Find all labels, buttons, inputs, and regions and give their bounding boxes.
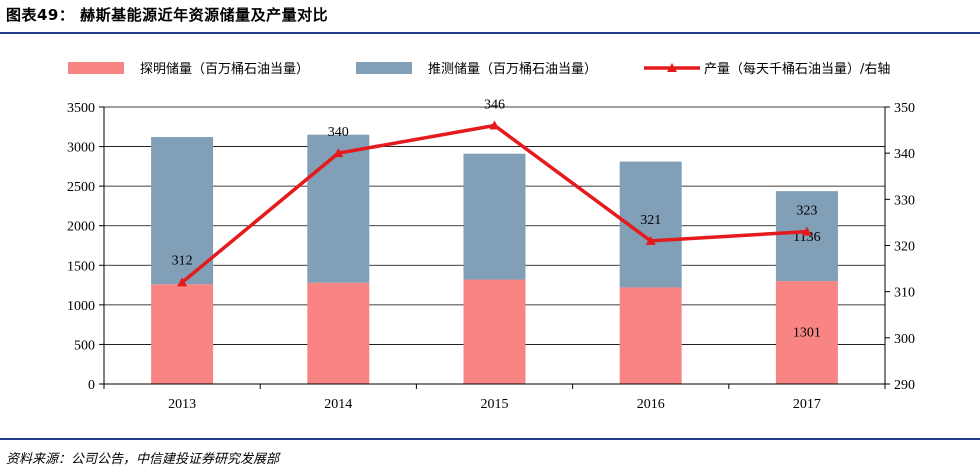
bar-data-label: 1301 [793, 326, 821, 341]
left-axis-tick-label: 2500 [67, 180, 95, 195]
right-axis-tick-label: 350 [894, 101, 915, 116]
production-marker [333, 148, 344, 158]
line-data-label: 312 [172, 253, 193, 268]
right-axis-tick-label: 320 [894, 240, 915, 255]
x-axis-tick-label: 2015 [481, 397, 509, 412]
production-marker [177, 277, 188, 287]
bar-data-label: 1136 [793, 230, 820, 245]
footer-divider [0, 438, 980, 440]
legend-label-production: 产量（每天千桶石油当量）/右轴 [704, 61, 890, 77]
x-axis-tick-label: 2016 [637, 397, 665, 412]
left-axis-tick-label: 2000 [67, 220, 95, 235]
right-axis-tick-label: 340 [894, 147, 915, 162]
bar-proven-reserves [151, 284, 214, 384]
production-marker [801, 226, 812, 236]
left-axis-tick-label: 3500 [67, 101, 95, 116]
production-marker [489, 120, 500, 130]
right-axis-tick-label: 310 [894, 286, 915, 301]
source-note: 资料来源：公司公告，中信建投证券研究发展部 [6, 452, 280, 467]
bar-estimated-reserves [463, 153, 526, 280]
bar-estimated-reserves [307, 134, 370, 283]
left-axis-tick-label: 500 [74, 338, 95, 353]
right-axis-tick-label: 300 [894, 332, 915, 347]
legend-swatch-estimated [356, 62, 412, 74]
legend-label-proven: 探明储量（百万桶石油当量） [140, 62, 309, 77]
bar-proven-reserves [775, 281, 838, 384]
bar-proven-reserves [307, 282, 370, 384]
bar-proven-reserves [463, 279, 526, 384]
legend-marker-production [667, 63, 677, 72]
x-axis-tick-label: 2013 [168, 397, 196, 412]
left-axis-tick-label: 0 [88, 378, 95, 393]
chart-title: 图表49： 赫斯基能源近年资源储量及产量对比 [6, 6, 329, 24]
left-axis-tick-label: 1000 [67, 299, 95, 314]
bar-proven-reserves [619, 287, 682, 384]
bar-estimated-reserves [151, 137, 214, 285]
line-data-label: 321 [640, 213, 661, 228]
x-axis-tick-label: 2014 [324, 397, 352, 412]
x-axis-tick-label: 2017 [793, 397, 821, 412]
title-divider [0, 32, 980, 34]
legend-label-estimated: 推测储量（百万桶石油当量） [428, 62, 597, 77]
left-axis-tick-label: 3000 [67, 141, 95, 156]
line-data-label: 346 [484, 97, 505, 112]
line-data-label: 340 [328, 125, 349, 140]
production-marker [645, 235, 656, 245]
bar-estimated-reserves [775, 191, 838, 282]
left-axis-tick-label: 1500 [67, 259, 95, 274]
line-data-label: 323 [796, 204, 817, 219]
right-axis-tick-label: 290 [894, 378, 915, 393]
chart-canvas: 0 500 1000 1500 2000 2500 3000 3500 290 300 310 320… [67, 61, 915, 412]
legend-swatch-proven [68, 62, 124, 74]
right-axis-tick-label: 330 [894, 193, 915, 208]
